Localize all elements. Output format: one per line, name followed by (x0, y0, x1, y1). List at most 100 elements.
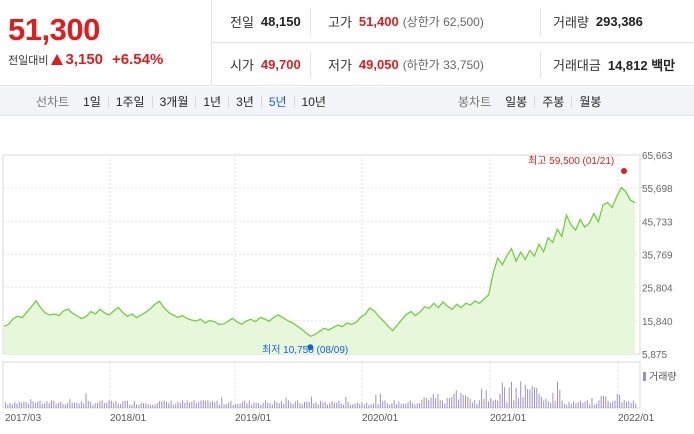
change-value: 3,150 (65, 51, 104, 68)
volume-bar (350, 404, 351, 408)
volume-bar (120, 404, 121, 408)
tab-monthly[interactable]: 월봉 (571, 95, 608, 108)
volume-bar (301, 404, 303, 408)
volume-bar (83, 403, 85, 408)
volume-bar (589, 404, 591, 408)
volume-bar (370, 404, 372, 408)
tab-daily[interactable]: 일봉 (505, 94, 528, 109)
x-tick-label: 2019/01 (235, 413, 272, 424)
volume-bar (271, 404, 273, 408)
line-chart-label: 선차트 (36, 95, 70, 109)
volume-bar (51, 400, 52, 408)
volume-bar (462, 395, 464, 408)
volume-bar (21, 402, 23, 408)
volume-bar (62, 403, 64, 408)
candle-chart-label: 봉차트 (458, 95, 492, 109)
stats-panel: 전일 48,150 고가 51,400 (상한가 62,500) 거래량 293… (212, 0, 694, 86)
stats-row-2: 시가 49,700 저가 49,050 (하한가 33,750) 거래대금 14… (212, 43, 694, 86)
trade-amount-value: 14,812 백만 (607, 58, 676, 73)
volume-bar (168, 403, 170, 408)
volume-bar (11, 404, 13, 408)
volume-bar (179, 403, 181, 408)
volume-bar (469, 399, 471, 408)
trade-amount-label: 거래대금 (553, 58, 601, 73)
volume-bar (317, 404, 319, 408)
tab-10y[interactable]: 10년 (293, 95, 333, 108)
volume-bar (60, 401, 62, 408)
volume-bar (356, 402, 358, 408)
volume-bar (405, 403, 407, 408)
chart-tab-bar: 선차트 1일 1주일 3개월 1년 3년 5년 10년 봉차트 일봉 주봉 월봉 (0, 87, 694, 116)
volume-bar (439, 400, 441, 408)
volume-bar (614, 400, 616, 408)
volume-bar (407, 402, 409, 408)
volume-bar (71, 402, 73, 408)
lower-limit: (하한가 33,750) (402, 58, 484, 72)
volume-bar (621, 402, 623, 408)
volume-bar (559, 389, 561, 408)
volume-bar (251, 404, 253, 408)
volume-bar (554, 400, 556, 408)
candle-chart-tabs: 봉차트 일봉 주봉 월봉 (458, 87, 608, 116)
open-price: 시가 49,700 (230, 43, 301, 86)
volume-bar (276, 402, 278, 408)
volume-bar (412, 403, 414, 408)
volume-bar (580, 400, 581, 408)
volume-bar (90, 401, 92, 408)
tab-5y[interactable]: 5년 (260, 95, 294, 108)
volume-bar (310, 396, 312, 408)
volume-bar (147, 404, 149, 408)
low-label: 저가 (328, 58, 352, 73)
volume: 거래량 293,386 (540, 8, 643, 35)
volume-bar (228, 402, 230, 408)
volume-bar (366, 402, 368, 408)
x-tick-label: 2020/01 (362, 413, 399, 424)
volume-bar (87, 400, 89, 408)
volume-bar (32, 401, 34, 408)
low-value: 49,050 (358, 57, 399, 72)
volume-bar (278, 403, 280, 408)
tab-weekly[interactable]: 주봉 (534, 95, 571, 108)
volume-bar (432, 394, 434, 408)
y-tick-label: 65,663 (642, 151, 673, 162)
tab-1y[interactable]: 1년 (195, 95, 228, 108)
volume-bar (115, 401, 117, 408)
volume-bar (435, 398, 437, 408)
volume-bar (30, 399, 32, 408)
volume-bar (421, 399, 423, 408)
volume-bar (53, 400, 55, 408)
volume-bar (416, 403, 418, 408)
volume-bar (471, 402, 473, 408)
tab-1w[interactable]: 1주일 (107, 95, 152, 108)
prev-close: 전일 48,150 (230, 0, 301, 43)
volume-bar (143, 403, 144, 408)
volume-bar (274, 400, 276, 408)
volume-bar (593, 404, 595, 408)
open-label: 시가 (230, 58, 254, 73)
volume-bar (313, 403, 315, 408)
y-tick-label: 25,804 (642, 284, 673, 295)
volume-bar (430, 397, 432, 408)
volume-bar (540, 397, 542, 408)
volume-bar (205, 400, 207, 408)
volume-bar (563, 403, 565, 408)
low-price: 저가 49,050 (하한가 33,750) (310, 51, 484, 78)
volume-bar (465, 395, 466, 408)
volume-bar (628, 401, 630, 408)
tab-3y[interactable]: 3년 (228, 95, 261, 108)
volume-bar (244, 400, 246, 408)
volume-bar (237, 403, 239, 408)
volume-bar (85, 393, 87, 408)
prev-close-value: 48,150 (260, 14, 301, 29)
volume-bar (304, 401, 305, 408)
volume-bar (603, 396, 604, 408)
volume-bar (267, 403, 269, 408)
tab-1d[interactable]: 1일 (83, 94, 101, 109)
volume-bar (103, 403, 105, 408)
volume-bar (448, 398, 450, 408)
tab-3m[interactable]: 3개월 (151, 95, 196, 108)
volume-bar (324, 401, 326, 408)
volume-bar (483, 398, 485, 408)
volume-bar (248, 400, 250, 408)
volume-bar (419, 403, 420, 408)
